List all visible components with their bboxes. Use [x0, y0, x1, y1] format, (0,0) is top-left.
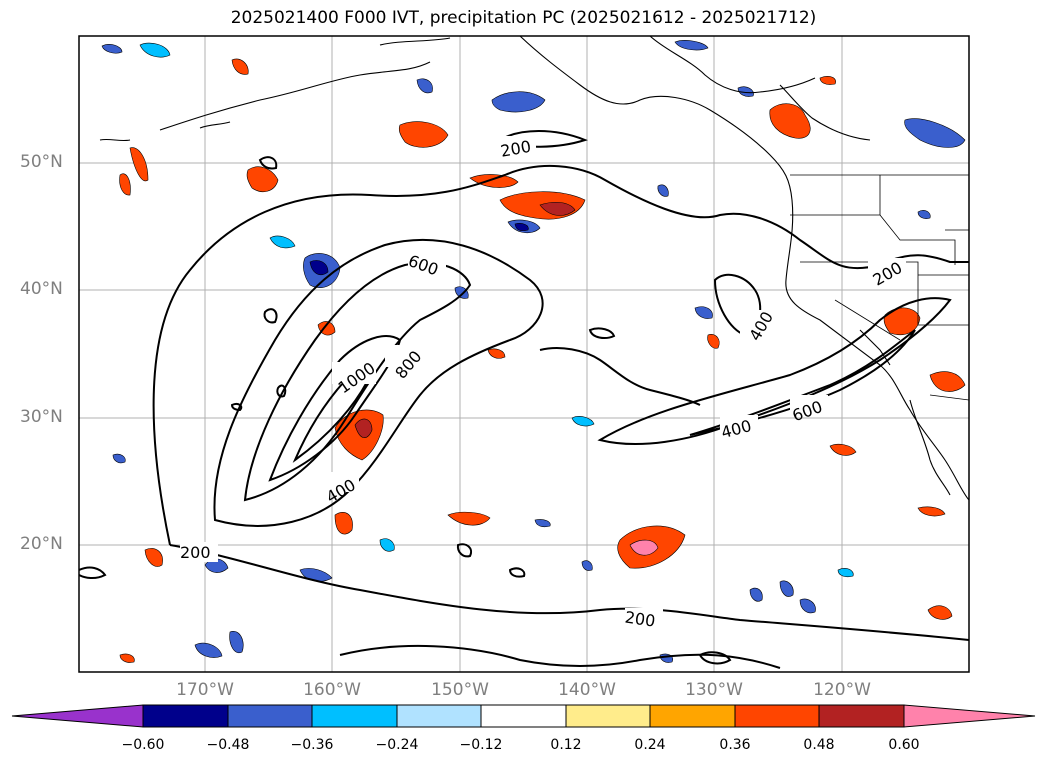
- colorbar-tick: −0.60: [121, 737, 165, 753]
- colorbar-tick: 0.24: [634, 737, 666, 753]
- lon-label-170w: 170°W: [176, 680, 234, 700]
- colorbar-tick: 0.12: [550, 737, 582, 753]
- lat-label-40n: 40°N: [20, 279, 63, 299]
- colorbar-tick: −0.48: [206, 737, 250, 753]
- map-title: 2025021400 F000 IVT, precipitation PC (2…: [230, 8, 817, 28]
- lon-label-140w: 140°W: [558, 680, 616, 700]
- colorbar-tick: 0.60: [888, 737, 920, 753]
- colorbar-tick: 0.48: [803, 737, 835, 753]
- lon-label-160w: 160°W: [303, 680, 361, 700]
- lat-label-30n: 30°N: [20, 407, 63, 427]
- precip-anomalies: [101, 40, 966, 663]
- lon-label-130w: 130°W: [685, 680, 743, 700]
- lat-label-50n: 50°N: [20, 152, 63, 172]
- contour-label-200-c: 200: [624, 608, 657, 631]
- lon-label-150w: 150°W: [431, 680, 489, 700]
- colorbar: [11, 704, 1036, 728]
- coastlines: [99, 36, 969, 501]
- colorbar-extend-low: [11, 704, 144, 728]
- contour-label-200-b: 200: [180, 543, 211, 562]
- contour-labels: 200 200 200 200 400 400 400 600 600 800 …: [180, 136, 906, 631]
- colorbar-extend-high: [903, 704, 1036, 728]
- colorbar-tick: 0.36: [719, 737, 751, 753]
- lon-label-120w: 120°W: [813, 680, 871, 700]
- ivt-contours: [79, 130, 969, 669]
- map-frame: [78, 35, 970, 673]
- political-borders: [790, 174, 969, 401]
- colorbar-tick: −0.12: [459, 737, 503, 753]
- lat-label-20n: 20°N: [20, 534, 63, 554]
- colorbar-tick: −0.36: [290, 737, 334, 753]
- colorbar-tick: −0.24: [375, 737, 419, 753]
